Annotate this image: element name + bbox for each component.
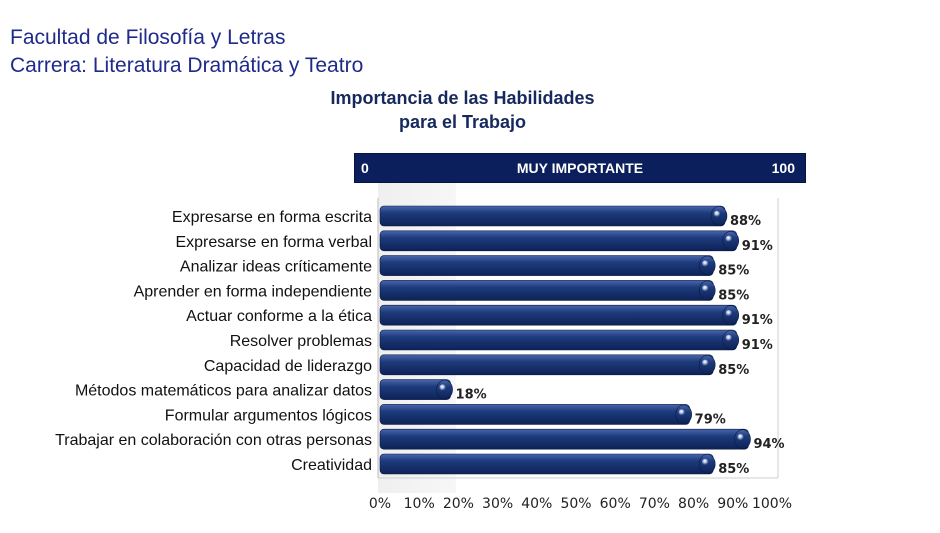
scale-label: MUY IMPORTANTE <box>516 160 644 176</box>
value-label: 85% <box>718 363 749 378</box>
value-label: 88% <box>730 214 761 229</box>
bar <box>379 354 714 376</box>
bar <box>379 453 714 475</box>
faculty-header: Facultad de Filosofía y Letras Carrera: … <box>10 24 363 80</box>
bar-highlight <box>725 310 732 317</box>
chart-title-line-2: para el Trabajo <box>398 112 527 132</box>
value-label: 91% <box>742 239 773 254</box>
x-tick-label: 50% <box>560 496 591 512</box>
chart-title-line-1: Importancia de las Habilidades <box>330 88 595 108</box>
value-label: 91% <box>742 313 773 328</box>
x-tick-label: 60% <box>600 496 631 512</box>
category-label: Creatividad <box>291 457 372 474</box>
value-label: 94% <box>753 437 784 452</box>
bar <box>379 304 738 326</box>
x-tick-label: 20% <box>443 496 474 512</box>
category-label: Expresarse en forma escrita <box>172 209 372 226</box>
bar-highlight <box>678 409 685 416</box>
scale-min-label: 0 <box>361 160 369 176</box>
category-label: Capacidad de liderazgo <box>204 358 372 375</box>
bar <box>379 280 714 301</box>
category-label: Métodos matemáticos para analizar datos <box>75 383 372 400</box>
x-tick-label: 80% <box>678 496 709 512</box>
importance-scale-bar: MUY IMPORTANTE 0 100 <box>354 153 806 183</box>
faculty-name: Facultad de Filosofía y Letras <box>10 26 286 49</box>
value-label: 85% <box>718 264 749 279</box>
x-tick-label: 30% <box>482 496 513 512</box>
category-label: Aprender en forma independiente <box>134 283 372 300</box>
x-tick-label: 70% <box>639 496 670 512</box>
category-label: Actuar conforme a la ética <box>186 308 372 325</box>
chart-title: Importancia de las Habilidades para el T… <box>300 86 625 134</box>
bar-highlight <box>439 384 446 391</box>
bar <box>379 428 749 450</box>
x-tick-label: 100% <box>752 496 792 512</box>
bar <box>379 255 714 276</box>
category-label: Formular argumentos lógicos <box>165 407 372 424</box>
x-tick-label: 90% <box>717 496 748 512</box>
category-label: Expresarse en forma verbal <box>175 234 372 251</box>
scale-max-label: 100 <box>771 160 795 176</box>
bar-highlight <box>725 334 732 342</box>
bar-highlight <box>737 434 744 441</box>
x-tick-label: 40% <box>521 496 552 512</box>
bar-highlight <box>713 210 721 218</box>
bar-highlight <box>725 235 732 242</box>
bar <box>379 404 690 425</box>
bar <box>379 329 738 351</box>
bar-highlight <box>702 359 709 366</box>
value-label: 85% <box>718 462 749 477</box>
value-label: 91% <box>742 338 773 353</box>
bar <box>379 230 738 252</box>
value-label: 85% <box>718 288 749 303</box>
x-tick-label: 10% <box>404 496 435 512</box>
x-tick-label: 0% <box>369 496 391 512</box>
category-label: Analizar ideas críticamente <box>180 259 372 276</box>
category-label: Resolver problemas <box>230 333 372 350</box>
value-label: 18% <box>456 388 487 403</box>
career-name: Carrera: Literatura Dramática y Teatro <box>10 54 364 77</box>
category-label: Trabajar en colaboración con otras perso… <box>55 432 372 449</box>
bar-highlight <box>702 458 709 466</box>
bar <box>379 205 726 227</box>
value-label: 79% <box>695 412 726 427</box>
bar-highlight <box>702 260 709 267</box>
bar-highlight <box>702 285 709 292</box>
